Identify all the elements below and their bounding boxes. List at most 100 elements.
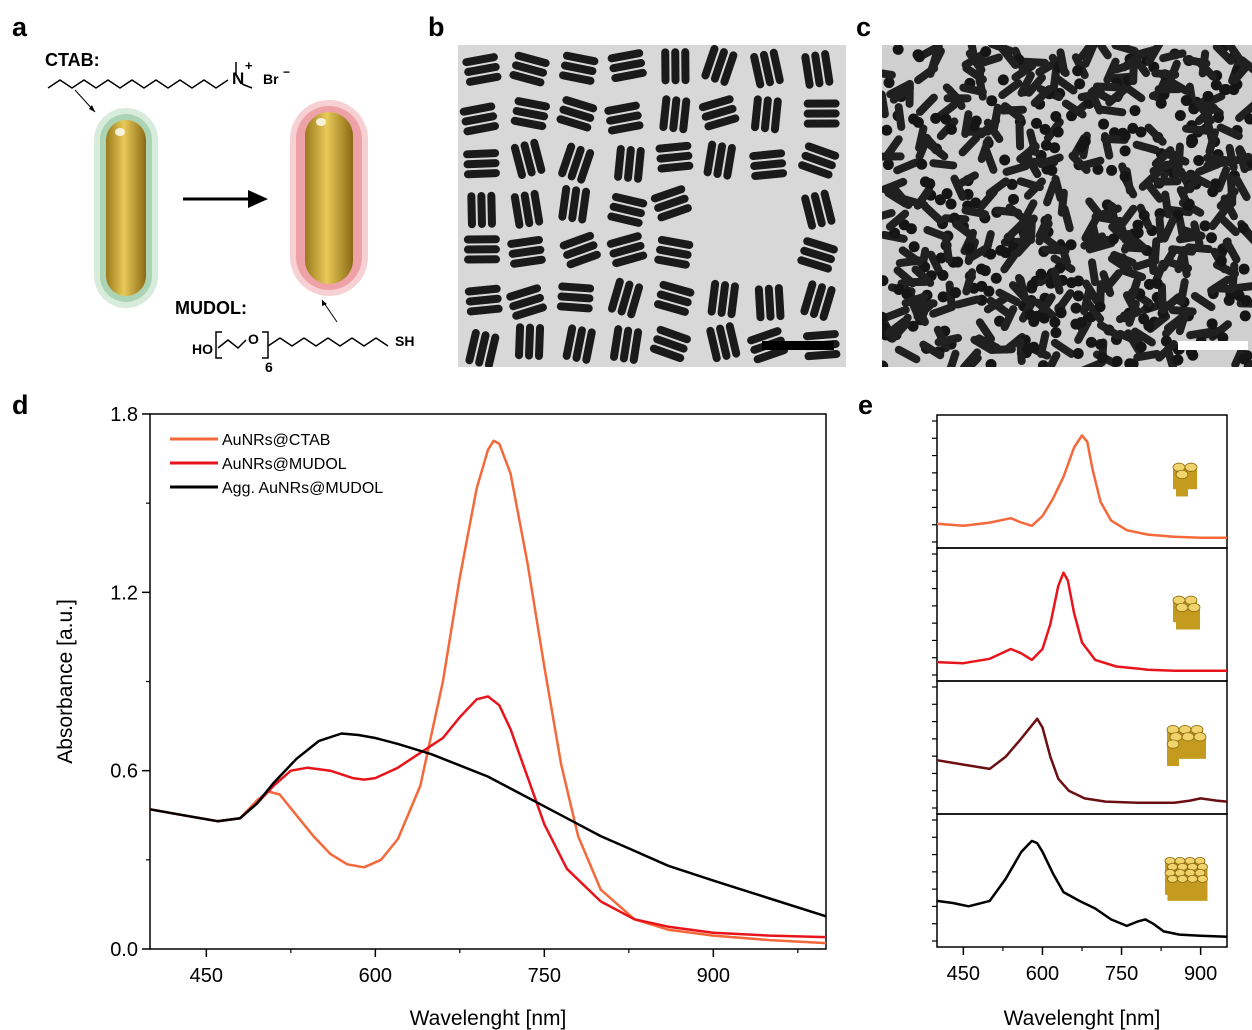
rod <box>1154 85 1183 94</box>
rod <box>810 192 826 228</box>
rod <box>723 143 736 180</box>
rod <box>572 326 586 362</box>
rod <box>487 191 496 228</box>
rod <box>467 192 476 229</box>
rod-end <box>935 252 947 264</box>
rod <box>1194 100 1215 125</box>
rod <box>524 323 535 360</box>
rod <box>1126 277 1142 305</box>
x-tick-label: 750 <box>1105 963 1138 985</box>
rod-bundle <box>510 189 544 229</box>
rod-end <box>1030 117 1042 129</box>
rod-end <box>907 320 919 332</box>
rod-end <box>1031 310 1043 322</box>
rod-end <box>1143 278 1155 290</box>
rod-end <box>1202 90 1214 102</box>
rod <box>465 329 480 365</box>
scheme-graphic: N + Br − HO O 6 SH <box>47 58 414 375</box>
ctab-plus: + <box>245 58 253 73</box>
rod-end <box>1070 302 1082 314</box>
rod <box>753 346 789 364</box>
rod <box>1159 293 1183 314</box>
rod-end <box>1066 277 1078 289</box>
rod-cap <box>1167 874 1178 883</box>
rod <box>965 244 991 263</box>
rod <box>927 47 945 74</box>
rod <box>710 48 728 83</box>
rod <box>1111 45 1139 55</box>
rod <box>803 109 840 118</box>
rod-end <box>1085 336 1097 348</box>
rod <box>725 322 741 358</box>
rod-body <box>1177 878 1188 901</box>
tem-c-rods <box>882 45 1252 367</box>
rod-end <box>1240 295 1252 307</box>
rod-bundle <box>607 277 644 319</box>
rod <box>1036 153 1064 168</box>
rod-bundle <box>750 48 784 89</box>
rod-bundle <box>562 324 596 364</box>
rod <box>560 61 597 76</box>
rod <box>614 144 625 181</box>
rod-end <box>1238 263 1250 275</box>
rod-bundle <box>661 48 690 85</box>
rod <box>558 142 576 178</box>
rod <box>1155 340 1178 362</box>
rod-bundle <box>462 53 502 86</box>
rod-end <box>1095 339 1107 351</box>
chart-d-lines <box>149 439 827 945</box>
rod <box>750 53 765 89</box>
rod <box>713 142 727 178</box>
rod-bundle <box>654 235 694 269</box>
rod <box>884 317 909 338</box>
rod <box>617 280 634 316</box>
panel-label-b: b <box>428 12 445 42</box>
mudol-bracket-left <box>215 331 222 359</box>
rod <box>802 330 839 341</box>
rod <box>1005 203 1030 225</box>
rod <box>520 191 534 228</box>
rod <box>819 286 836 321</box>
rod <box>463 245 500 254</box>
rod <box>567 145 585 181</box>
rod <box>1110 250 1137 267</box>
rod-bundle <box>707 279 739 319</box>
rod-bundle <box>751 95 782 134</box>
rod <box>1043 351 1061 367</box>
rod <box>1160 216 1177 243</box>
chart-d-xlabel: Wavelenght [nm] <box>410 1007 567 1030</box>
rod <box>507 235 543 248</box>
rod <box>1165 59 1181 87</box>
rod-bundle <box>509 51 550 87</box>
rod <box>679 97 691 134</box>
rod <box>727 282 739 319</box>
rod-bundle <box>650 185 692 222</box>
rod <box>657 161 694 173</box>
rod <box>1131 327 1156 347</box>
rod <box>1145 45 1164 66</box>
series-line-1 <box>149 695 827 939</box>
rod-end <box>1007 193 1019 205</box>
rod-cap <box>1175 469 1189 480</box>
rod-end <box>1174 110 1186 122</box>
rod <box>1182 55 1211 68</box>
ctab-br-minus: − <box>283 65 290 79</box>
rod <box>609 325 623 361</box>
rod-end <box>980 46 992 58</box>
rod <box>759 50 774 87</box>
rod-bundle <box>510 138 546 179</box>
rod <box>1176 232 1204 244</box>
rod <box>1217 214 1240 237</box>
rod <box>882 177 908 194</box>
rod <box>654 255 690 269</box>
rod-end <box>889 227 901 239</box>
assembly-icon-3 <box>1164 856 1208 901</box>
rod-cap <box>1187 602 1201 613</box>
mudol-sh: SH <box>395 333 414 349</box>
rod-end <box>1237 222 1249 234</box>
rod-end <box>1213 112 1225 124</box>
rod <box>559 71 595 85</box>
rod-end <box>892 45 904 55</box>
rod <box>1092 45 1112 60</box>
assembly-icon-2 <box>1166 725 1207 767</box>
